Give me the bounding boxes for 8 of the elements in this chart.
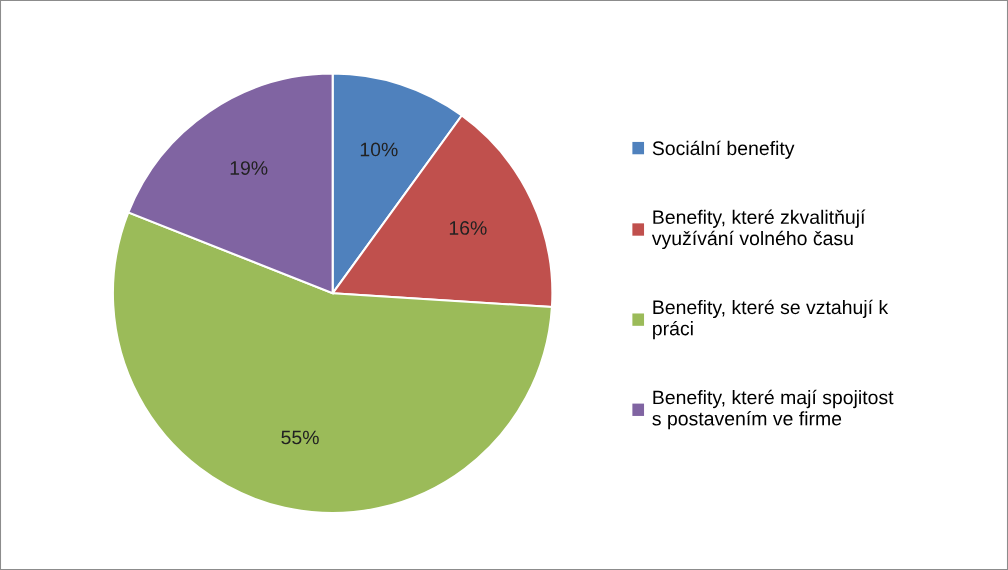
legend-label: Benefity, které se vztahují k práci bbox=[653, 299, 889, 340]
data-label: 55% bbox=[281, 430, 319, 445]
legend-label: Benefity, které zkvalitňují využívání volného času bbox=[651, 209, 866, 250]
data-label: 16% bbox=[449, 221, 487, 235]
legend-label: Sociální benefity bbox=[652, 140, 795, 159]
data-label: 19% bbox=[230, 161, 268, 175]
legend-label: Benefity, které mají spojitost s postavením ve firme bbox=[652, 389, 894, 430]
data-label: 10% bbox=[360, 142, 398, 157]
